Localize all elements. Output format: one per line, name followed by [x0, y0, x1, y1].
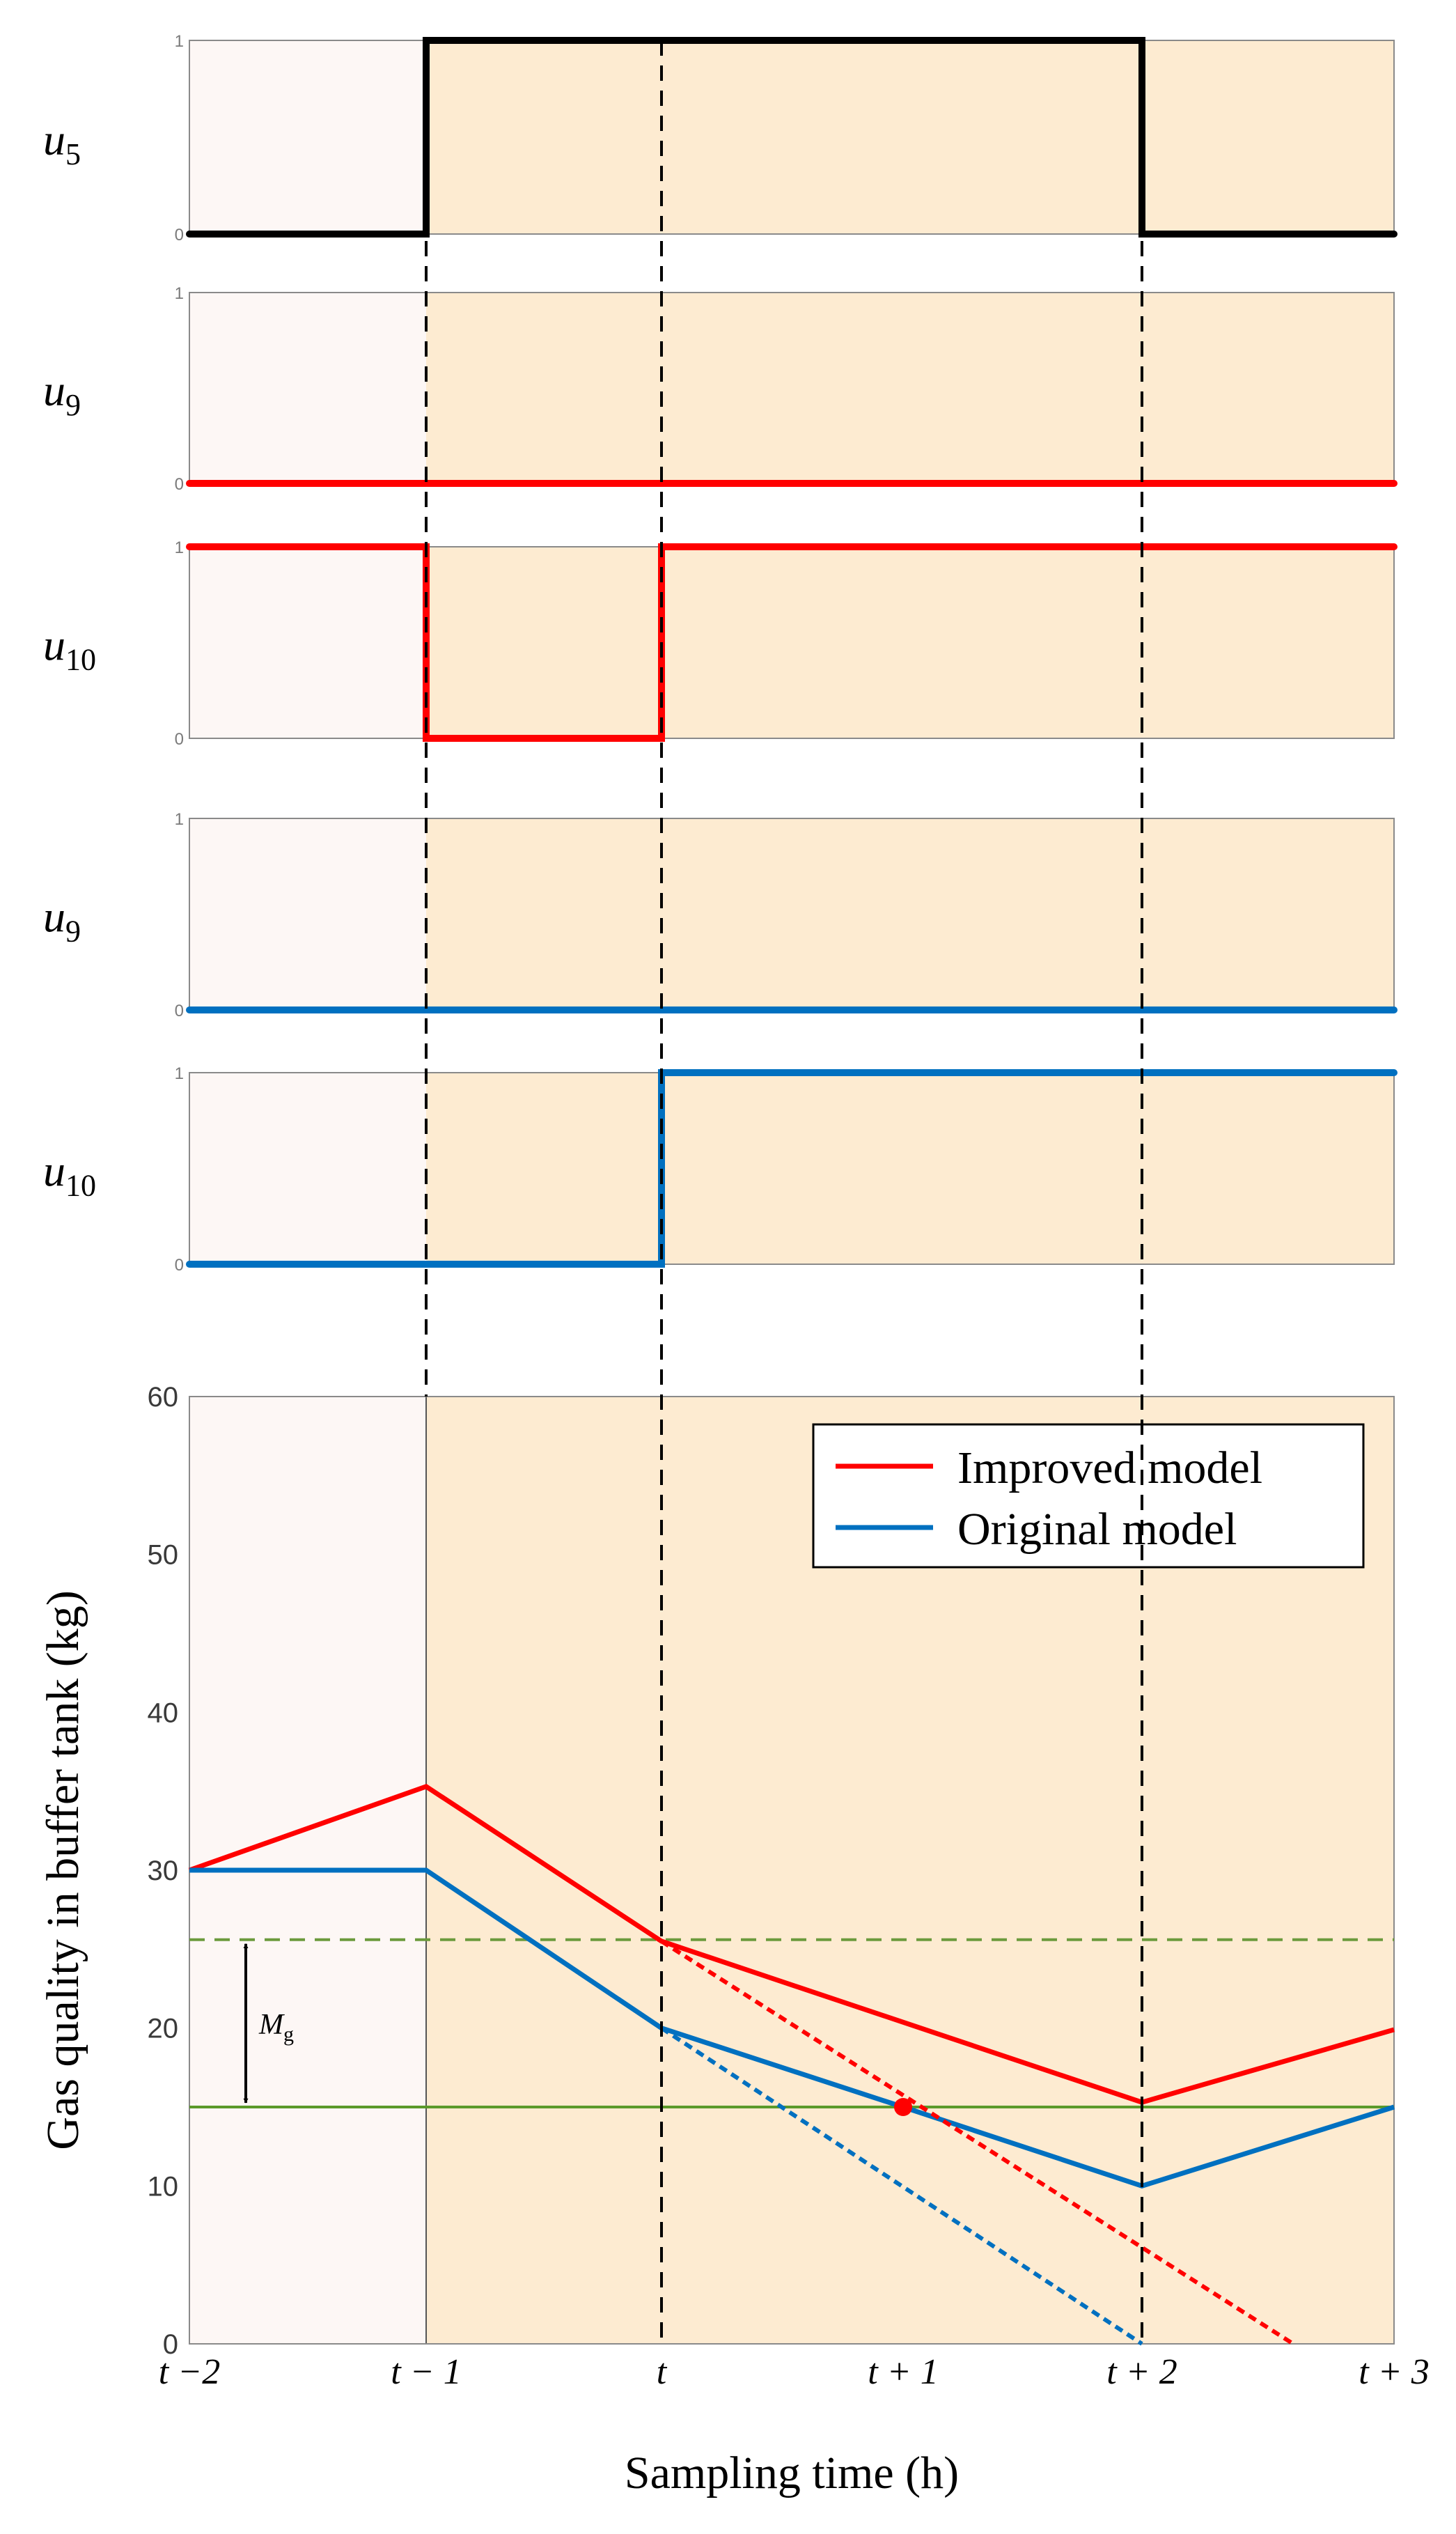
- label-subscript: 10: [65, 1169, 96, 1203]
- label-subscript: 9: [65, 915, 81, 949]
- panel-u9_original: 0 1 u9: [43, 810, 1398, 1020]
- panel-u10_original: 0 1 u10: [43, 1064, 1398, 1275]
- x-tick-label: t − 1: [391, 2352, 462, 2392]
- panel-u10_improved: 0 1 u10: [43, 538, 1398, 749]
- x-axis-label: Sampling time (h): [625, 2448, 959, 2498]
- y-tick-label: 1: [175, 284, 184, 303]
- x-tick-label: t + 2: [1106, 2352, 1177, 2392]
- x-tick-label: t −2: [159, 2352, 221, 2392]
- shade-after: [426, 1073, 1394, 1264]
- y-tick-label: 0: [175, 730, 184, 749]
- shade-after: [426, 293, 1394, 483]
- y-tick-label: 0: [175, 1256, 184, 1275]
- y-tick-label: 0: [175, 475, 184, 494]
- legend-label: Original model: [957, 1504, 1237, 1555]
- panel-label: u10: [43, 1146, 96, 1203]
- y-tick-label: 1: [175, 810, 184, 829]
- y-tick-label: 20: [148, 2014, 179, 2044]
- intersection-marker: [894, 2098, 912, 2116]
- time-connectors: [425, 40, 1143, 2344]
- panel-label: u9: [43, 366, 81, 422]
- shade-before: [189, 293, 426, 483]
- shade-after: [426, 818, 1394, 1010]
- legend-label: Improved model: [957, 1443, 1262, 1493]
- x-tick-label: t + 3: [1359, 2352, 1430, 2392]
- y-axis-label: Gas quality in buffer tank (kg): [38, 1590, 88, 2150]
- label-base: u: [43, 115, 65, 164]
- margin-label-subscript: g: [283, 2023, 294, 2046]
- legend-box: [812, 1423, 1365, 1569]
- y-tick-label: 1: [175, 32, 184, 51]
- y-tick-label: 30: [148, 1856, 179, 1886]
- shade-after: [426, 547, 1394, 738]
- series-line-original-model: [189, 1867, 1395, 2189]
- x-tick-label: t + 1: [868, 2352, 939, 2392]
- signal-line-u5: [186, 37, 1398, 238]
- label-subscript: 9: [65, 388, 81, 422]
- shade-before: [189, 1073, 426, 1264]
- y-tick-label: 1: [175, 1064, 184, 1083]
- label-subscript: 5: [65, 137, 81, 171]
- y-tick-label: 60: [148, 1382, 179, 1413]
- margin-label: Mg: [258, 2009, 294, 2046]
- y-tick-label: 0: [175, 1002, 184, 1020]
- legend: Improved model Original model: [812, 1423, 1365, 1569]
- signal-line-u10_original: [186, 1069, 1398, 1268]
- shade-after: [426, 40, 1394, 234]
- gas-quality-chart: 0 10 20 30 40 50 60 t −2 t − 1 t t + 1 t + 2 t + 3 Sa…: [38, 1382, 1430, 2498]
- y-tick-label: 0: [163, 2329, 178, 2360]
- y-tick-label: 40: [148, 1697, 179, 1728]
- panel-label: u9: [43, 892, 81, 949]
- x-tick-label: t: [657, 2352, 668, 2392]
- shade-before: [189, 547, 426, 738]
- label-base: u: [43, 1146, 65, 1196]
- panel-label: u5: [43, 115, 81, 171]
- y-tick-label: 50: [148, 1540, 179, 1571]
- signal-line-u10_improved: [186, 543, 1398, 742]
- y-tick-label: 0: [175, 226, 184, 244]
- margin-label-base: M: [258, 2009, 285, 2041]
- panel-u5: 0 1 u5: [43, 32, 1398, 244]
- label-base: u: [43, 366, 65, 415]
- panel-label: u10: [43, 621, 96, 677]
- shade-before: [189, 818, 426, 1010]
- series-line-original-prediction: [660, 2026, 1143, 2346]
- label-subscript: 10: [65, 643, 96, 677]
- panel-u9_improved: 0 1 u9: [43, 284, 1398, 494]
- y-tick-label: 10: [148, 2171, 179, 2202]
- label-base: u: [43, 621, 65, 670]
- y-tick-label: 1: [175, 538, 184, 557]
- shade-before: [189, 40, 426, 234]
- label-base: u: [43, 892, 65, 942]
